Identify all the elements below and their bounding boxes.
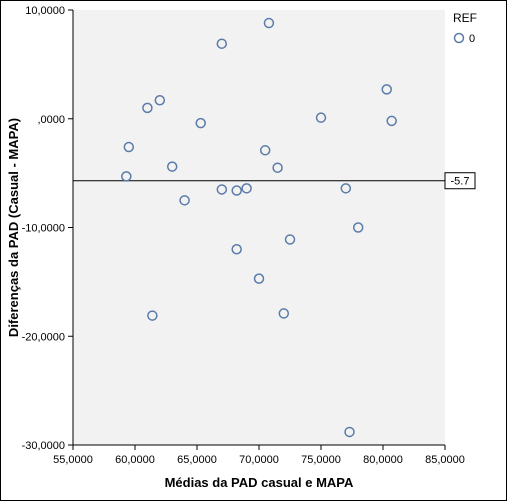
legend-item-label: 0 (469, 33, 475, 45)
x-tick-label: 80,0000 (363, 454, 403, 466)
x-tick-label: 65,0000 (177, 454, 217, 466)
y-tick-label: -30,0000 (22, 440, 65, 452)
x-tick-label: 85,0000 (425, 454, 465, 466)
x-axis-label: Médias da PAD casual e MAPA (165, 475, 354, 490)
legend-marker (455, 34, 464, 43)
plot-area (73, 10, 445, 445)
y-tick-label: -10,0000 (22, 223, 65, 235)
y-tick-label: -20,0000 (22, 331, 65, 343)
legend-title: REF (453, 11, 477, 25)
ref-label: -5.7 (451, 176, 470, 188)
x-tick-label: 75,0000 (301, 454, 341, 466)
x-tick-label: 70,0000 (239, 454, 279, 466)
y-axis-label: Diferenças da PAD (Casual - MAPA) (6, 118, 21, 337)
scatter-chart: 55,0000 60,0000 65,0000 70,0000 75,0000 80,00… (0, 0, 507, 501)
x-tick-label: 60,0000 (115, 454, 155, 466)
y-tick-label: ,0000 (37, 114, 65, 126)
y-tick-label: 10,0000 (25, 5, 65, 17)
x-tick-label: 55,0000 (53, 454, 93, 466)
